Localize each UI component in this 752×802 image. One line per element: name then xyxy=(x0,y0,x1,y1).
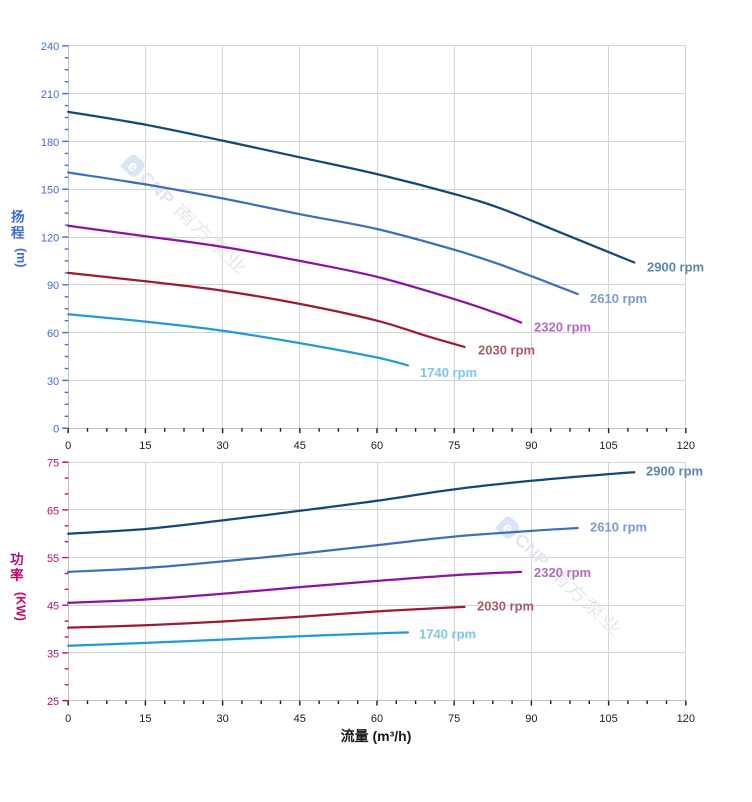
svg-text:30: 30 xyxy=(47,376,59,388)
svg-text:120: 120 xyxy=(41,232,59,244)
svg-text:2900 rpm: 2900 rpm xyxy=(647,260,704,275)
svg-text:75: 75 xyxy=(448,440,460,452)
svg-text:35: 35 xyxy=(47,648,59,660)
svg-text:1740 rpm: 1740 rpm xyxy=(420,365,477,380)
svg-text:25: 25 xyxy=(47,696,59,708)
svg-text:75: 75 xyxy=(448,713,460,725)
svg-text:2320 rpm: 2320 rpm xyxy=(534,320,591,335)
svg-text:60: 60 xyxy=(371,440,383,452)
svg-text:流量 (m³/h): 流量 (m³/h) xyxy=(341,728,412,744)
svg-text:240: 240 xyxy=(41,41,59,53)
svg-text:45: 45 xyxy=(294,440,306,452)
svg-text:0: 0 xyxy=(65,713,71,725)
svg-text:90: 90 xyxy=(525,440,537,452)
svg-text:2030 rpm: 2030 rpm xyxy=(478,343,535,358)
svg-text:120: 120 xyxy=(677,713,695,725)
svg-text:30: 30 xyxy=(216,440,228,452)
svg-text:(KW): (KW) xyxy=(13,592,27,621)
svg-text:120: 120 xyxy=(677,440,695,452)
svg-text:2030 rpm: 2030 rpm xyxy=(477,599,534,614)
svg-text:90: 90 xyxy=(47,280,59,292)
svg-text:(m): (m) xyxy=(14,248,28,267)
svg-text:180: 180 xyxy=(41,137,59,149)
svg-text:2610 rpm: 2610 rpm xyxy=(590,291,647,306)
svg-text:105: 105 xyxy=(599,713,617,725)
svg-text:率: 率 xyxy=(10,567,24,583)
svg-text:30: 30 xyxy=(216,713,228,725)
svg-text:60: 60 xyxy=(371,713,383,725)
svg-text:55: 55 xyxy=(47,553,59,565)
svg-text:75: 75 xyxy=(47,458,59,470)
svg-text:扬: 扬 xyxy=(11,209,25,225)
svg-text:15: 15 xyxy=(139,713,151,725)
svg-text:90: 90 xyxy=(525,713,537,725)
svg-text:45: 45 xyxy=(47,601,59,613)
svg-text:150: 150 xyxy=(41,185,59,197)
svg-text:105: 105 xyxy=(599,440,617,452)
svg-text:210: 210 xyxy=(41,89,59,101)
svg-text:2900 rpm: 2900 rpm xyxy=(646,464,703,479)
svg-text:0: 0 xyxy=(65,440,71,452)
svg-text:2610 rpm: 2610 rpm xyxy=(590,520,647,535)
svg-text:45: 45 xyxy=(294,713,306,725)
svg-text:功: 功 xyxy=(10,552,24,567)
svg-text:1740 rpm: 1740 rpm xyxy=(419,627,476,642)
svg-text:程: 程 xyxy=(11,226,25,241)
svg-text:65: 65 xyxy=(47,505,59,517)
svg-text:2320 rpm: 2320 rpm xyxy=(534,565,591,580)
svg-text:60: 60 xyxy=(47,328,59,340)
svg-text:0: 0 xyxy=(53,424,59,436)
svg-text:15: 15 xyxy=(139,440,151,452)
